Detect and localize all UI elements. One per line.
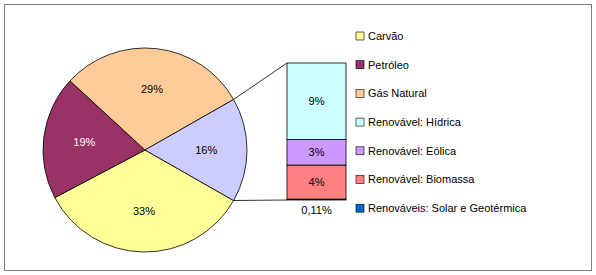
legend-swatch xyxy=(356,118,364,126)
legend-swatch xyxy=(356,147,364,155)
legend-swatch xyxy=(356,32,364,40)
legend-swatch xyxy=(356,176,364,184)
legend-item: Renováveis: Solar e Geotérmica xyxy=(356,202,527,214)
pie xyxy=(43,48,247,252)
connector-line xyxy=(234,200,287,202)
bar-label: 0,11% xyxy=(301,204,332,216)
legend-swatch xyxy=(356,61,364,69)
legend-label: Petróleo xyxy=(368,59,409,71)
chart-frame xyxy=(5,5,592,271)
bar-segment xyxy=(287,140,346,166)
pie-labels: 33% 19% 29% 16% xyxy=(73,83,217,217)
bar-label: 4% xyxy=(309,176,325,188)
legend-item: Petróleo xyxy=(356,59,409,71)
legend-label: Gás Natural xyxy=(368,87,427,99)
legend-label: Renováveis: Solar e Geotérmica xyxy=(368,202,527,214)
bar-label: 3% xyxy=(309,146,325,158)
connector-line xyxy=(234,63,287,99)
chart: 33% 19% 29% 16% 0,11% 4% 3% 9% Carvão Petróleo Gás… xyxy=(0,0,596,275)
legend-label: Renovável: Biomassa xyxy=(368,173,475,185)
pie-label: 33% xyxy=(133,205,155,217)
labels: 33% 19% 29% 16% 0,11% 4% 3% 9% Carvão Petróleo Gás… xyxy=(73,30,527,217)
legend-swatch xyxy=(356,89,364,97)
bar-labels: 0,11% 4% 3% 9% xyxy=(301,95,332,216)
legend-item: Renovável: Eólica xyxy=(356,145,457,157)
bar-segment xyxy=(287,63,346,140)
bar-segment xyxy=(287,165,346,199)
pie-label: 19% xyxy=(73,136,95,148)
legend-item: Carvão xyxy=(356,30,403,42)
legend-item: Gás Natural xyxy=(356,87,427,99)
legend-label: Carvão xyxy=(368,30,403,42)
pie-label: 16% xyxy=(195,144,217,156)
breakdown-bar xyxy=(287,63,346,200)
legend-item: Renovável: Hídrica xyxy=(356,116,462,128)
pie-label: 29% xyxy=(141,83,163,95)
legend-swatch xyxy=(356,204,364,212)
legend-item: Renovável: Biomassa xyxy=(356,173,475,185)
legend: Carvão Petróleo Gás Natural Renovável: Hídr… xyxy=(356,30,527,214)
bar-label: 9% xyxy=(309,95,325,107)
marks xyxy=(43,48,346,252)
pie-slice xyxy=(145,99,247,200)
legend-label: Renovável: Hídrica xyxy=(368,116,462,128)
legend-label: Renovável: Eólica xyxy=(368,145,457,157)
